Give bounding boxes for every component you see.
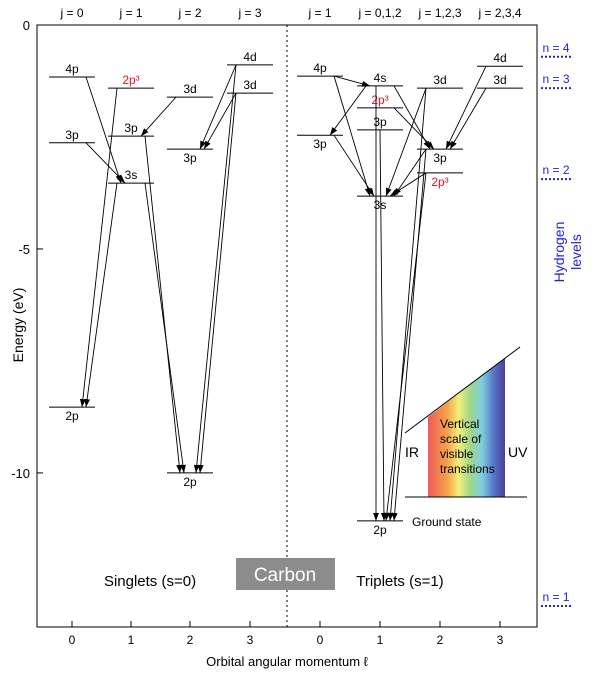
element-box	[236, 558, 335, 590]
group-label: Triplets (s=1)	[356, 573, 443, 590]
scale-edge	[404, 346, 521, 434]
level-label: 3d	[183, 82, 196, 96]
transition-arrow	[393, 148, 427, 197]
transition-arrow	[79, 88, 118, 408]
transition-arrow	[379, 129, 387, 521]
transition-arrow	[193, 64, 237, 473]
x-tick-label: 2	[187, 633, 194, 647]
hydrogen-title: levels	[568, 234, 584, 270]
level-label: 4s	[374, 71, 387, 85]
x-tick-label: 1	[377, 633, 384, 647]
column-header: j = 0	[59, 6, 83, 20]
scale-text: transitions	[440, 462, 495, 476]
scale-text: Vertical	[440, 417, 479, 431]
y-tick-label: 0	[23, 18, 30, 33]
transition-arrow	[333, 75, 371, 197]
transition-arrow	[391, 149, 427, 521]
level-label: 4d	[493, 51, 506, 65]
ir-label: IR	[405, 444, 419, 460]
column-header: j = 3	[237, 6, 261, 20]
y-tick-label: -5	[18, 242, 30, 257]
transition-arrow	[197, 93, 237, 473]
x-tick-label: 0	[69, 633, 76, 647]
level-label: 3s	[374, 198, 387, 212]
level-label: 4d	[243, 50, 256, 64]
level-label: 2p	[65, 409, 79, 423]
visible-spectrum	[428, 358, 505, 497]
level-label: 3p	[183, 151, 197, 165]
column-header: j = 1	[118, 6, 142, 20]
hydrogen-label: n = 3	[542, 72, 569, 86]
transition-arrow	[140, 96, 177, 137]
level-label: 3d	[243, 78, 256, 92]
transition-arrow	[199, 64, 237, 150]
level-label: 3d	[493, 73, 506, 87]
ground-state-label: Ground state	[412, 515, 482, 529]
x-axis-title: Orbital angular momentum ℓ	[206, 654, 369, 669]
level-label: 2p³	[122, 73, 139, 87]
hydrogen-title: Hydrogen	[551, 222, 567, 283]
transition-arrow	[144, 136, 183, 473]
x-tick-label: 3	[247, 633, 254, 647]
column-header: j = 2	[177, 6, 201, 20]
level-label: 2p	[373, 523, 387, 537]
scale-text: visible	[440, 447, 474, 461]
x-tick-label: 0	[317, 633, 324, 647]
transition-arrow	[329, 85, 367, 136]
hydrogen-label: n = 1	[542, 590, 569, 604]
level-label: 2p³	[371, 93, 388, 107]
level-label: 3p	[433, 151, 447, 165]
transition-arrow	[449, 87, 487, 150]
element-label: Carbon	[254, 565, 316, 586]
transition-arrow	[383, 172, 427, 521]
y-axis-title: Energy (eV)	[10, 288, 26, 363]
x-tick-label: 3	[497, 633, 504, 647]
column-header: j = 1,2,3	[417, 6, 461, 20]
y-tick-label: -10	[11, 466, 30, 481]
x-tick-label: 1	[128, 633, 135, 647]
transition-arrow	[85, 142, 126, 184]
column-header: j = 1	[307, 6, 331, 20]
transition-arrow	[85, 76, 122, 184]
level-label: 3p	[65, 128, 79, 142]
x-tick-label: 2	[437, 633, 444, 647]
transition-arrow	[203, 92, 237, 150]
level-label: 3p	[313, 137, 327, 151]
group-label: Singlets (s=0)	[104, 573, 196, 590]
level-label: 4p	[313, 61, 327, 75]
column-header: j = 2,3,4	[477, 6, 521, 20]
column-header: j = 0,1,2	[357, 6, 401, 20]
level-label: 3d	[433, 73, 446, 87]
uv-label: UV	[508, 444, 528, 460]
scale-text: scale of	[440, 432, 482, 446]
transition-arrow	[393, 107, 435, 150]
transition-arrow	[144, 183, 186, 473]
level-label: 3p	[124, 121, 138, 135]
transition-arrow	[445, 66, 487, 150]
level-label: 4p	[65, 62, 79, 76]
transition-arrow	[84, 183, 118, 408]
hydrogen-label: n = 4	[542, 41, 569, 55]
transition-arrow	[385, 87, 427, 197]
hydrogen-label: n = 2	[542, 163, 569, 177]
transition-arrow	[333, 134, 375, 197]
level-label: 3p	[373, 115, 387, 129]
level-label: 2p	[183, 475, 197, 489]
transition-arrow	[387, 88, 427, 521]
transition-arrow	[333, 75, 371, 87]
level-label: 2p³	[431, 175, 448, 189]
level-label: 3s	[125, 168, 138, 182]
